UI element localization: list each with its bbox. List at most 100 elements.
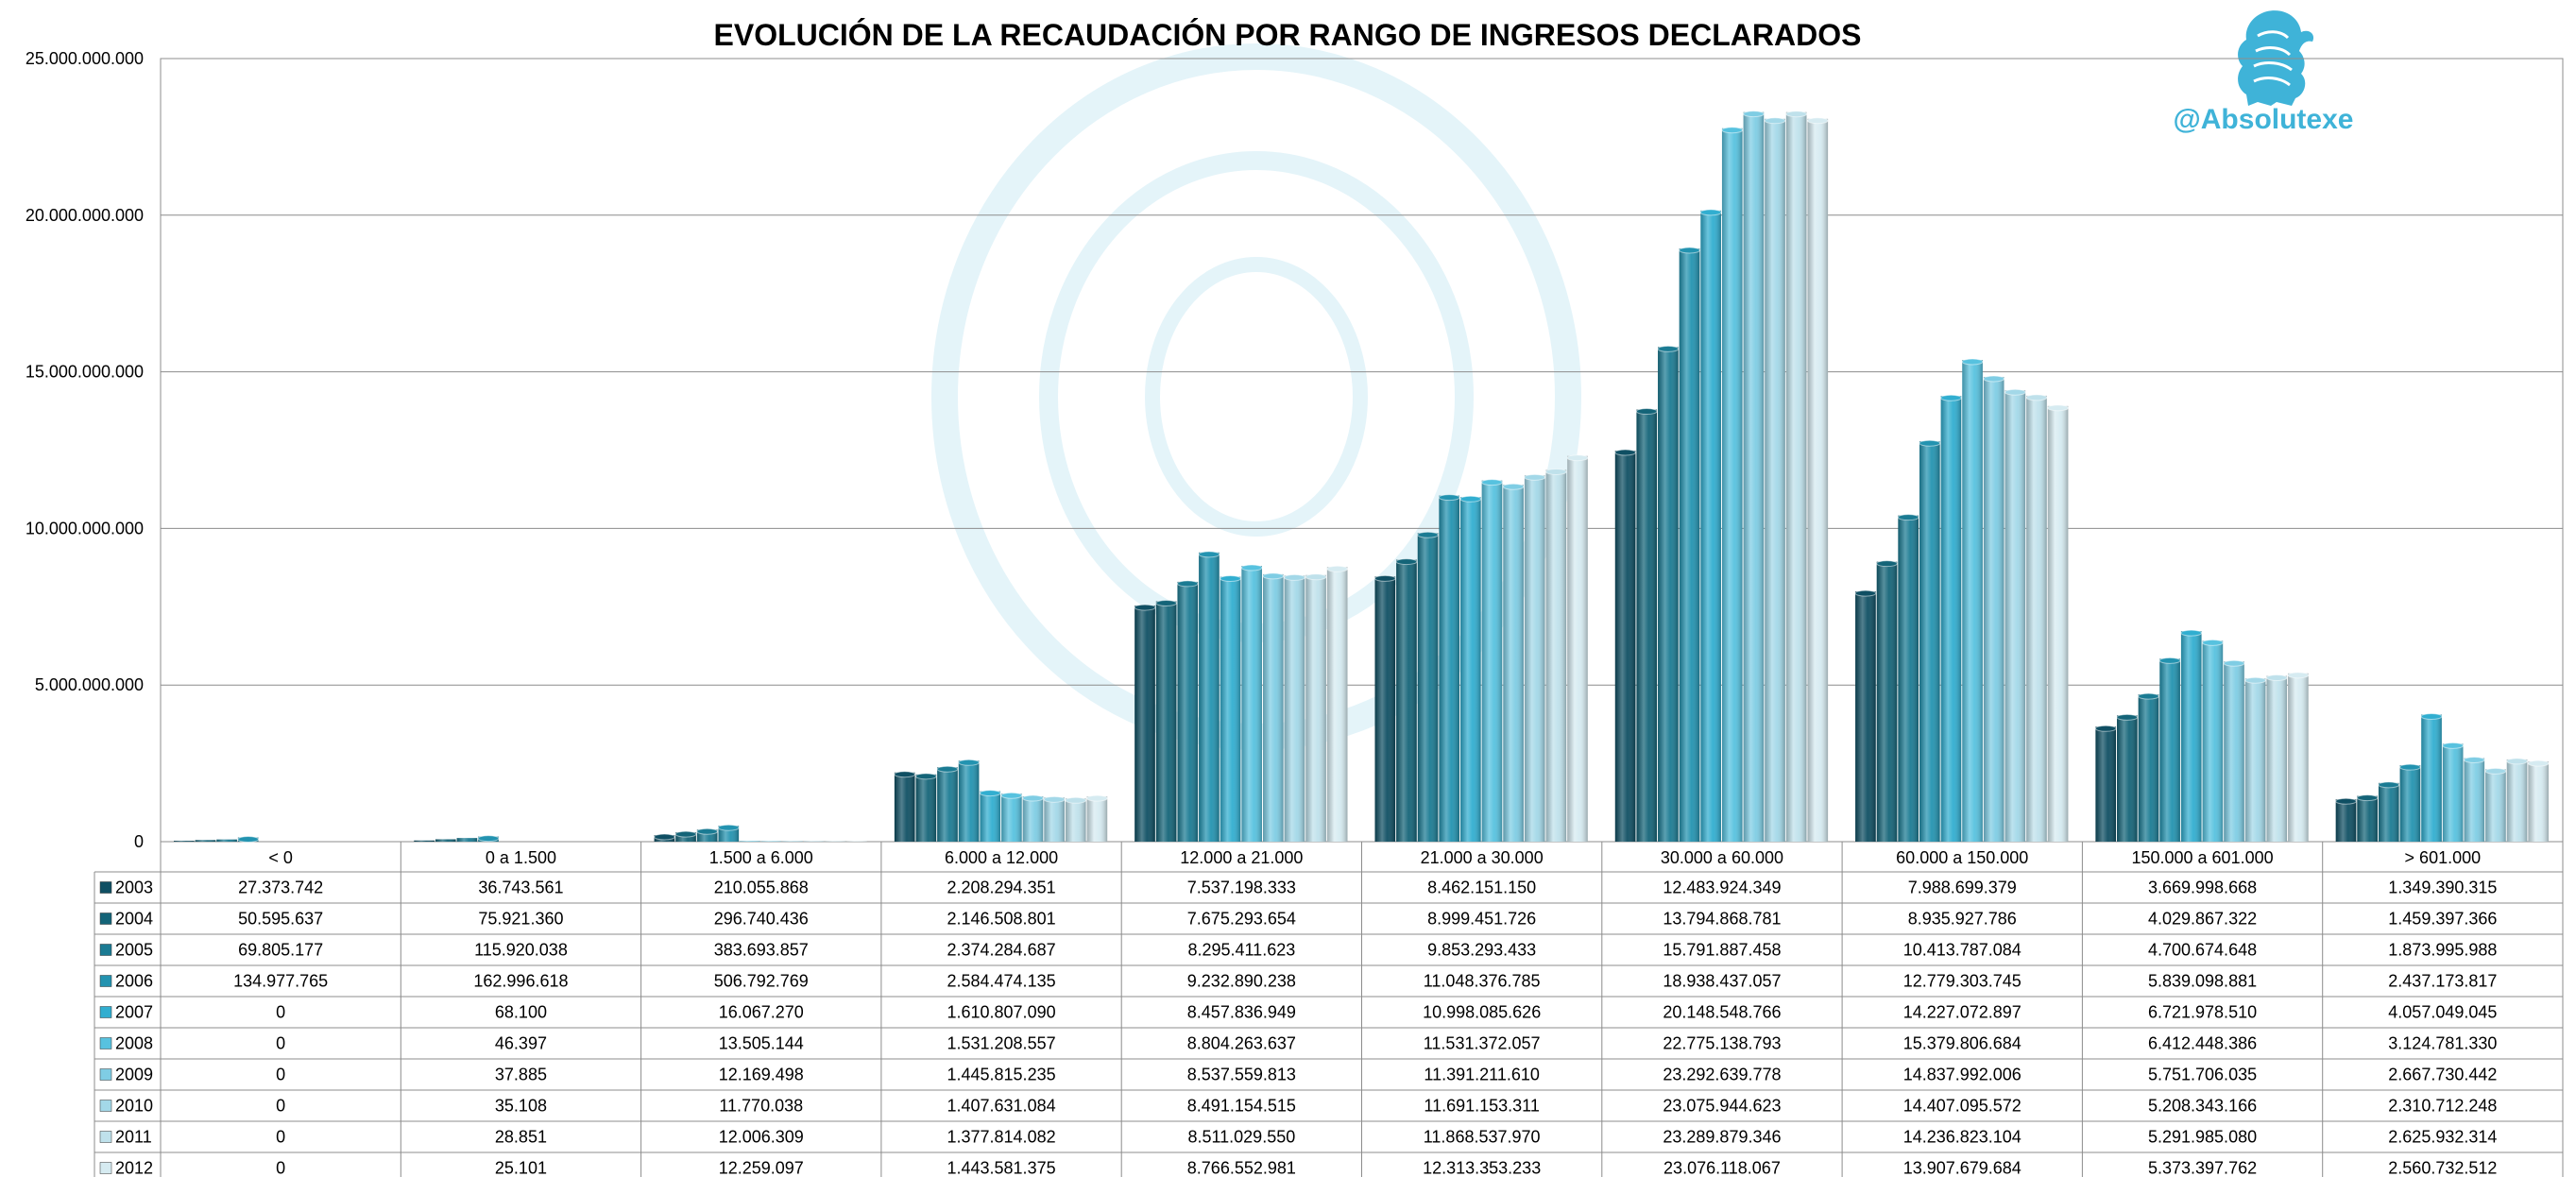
bar-shine	[1721, 128, 1743, 843]
table-cell: 1.459.397.366	[2388, 910, 2497, 929]
table-cell: 18.938.437.057	[1663, 972, 1781, 991]
table-cell: 16.067.270	[719, 1003, 804, 1022]
table-cell: 8.804.263.637	[1187, 1034, 1296, 1053]
table-cell: 14.407.095.572	[1903, 1097, 2022, 1116]
table-cell: 210.055.868	[714, 878, 809, 897]
table-cell: 14.837.992.006	[1903, 1066, 2022, 1084]
table-cell: 0	[276, 1003, 285, 1022]
table-cell: 4.057.049.045	[2388, 1003, 2497, 1022]
bar-top	[237, 836, 260, 844]
table-cell: 0	[276, 1097, 285, 1116]
table-cell: 6.721.978.510	[2148, 1003, 2257, 1022]
bar-shine	[1460, 497, 1481, 842]
bar-top	[2335, 797, 2357, 805]
table-cell: 10.413.787.084	[1903, 941, 2022, 960]
legend-label: 2009	[115, 1066, 153, 1084]
bar-shine	[2005, 390, 2026, 842]
bar-group	[1134, 551, 1349, 842]
legend-label: 2005	[115, 941, 153, 960]
table-cell: 8.537.559.813	[1187, 1066, 1296, 1084]
table-cell: 8.766.552.981	[1187, 1159, 1296, 1177]
bar-top	[2047, 404, 2069, 412]
bar-shine	[1567, 455, 1588, 842]
bar-top	[1000, 792, 1023, 799]
bar-top	[1198, 551, 1220, 558]
table-cell: 9.232.890.238	[1187, 972, 1296, 991]
bar-top	[2180, 629, 2203, 637]
bar-top	[1438, 494, 1460, 502]
table-cell: 12.169.498	[719, 1066, 804, 1084]
table-cell: 0	[276, 1034, 285, 1053]
table-cell: 1.349.390.315	[2388, 878, 2497, 897]
table-cell: 5.839.098.881	[2148, 972, 2257, 991]
bar-shine	[1417, 533, 1439, 842]
bar-group	[654, 824, 867, 842]
table-cell: 68.100	[495, 1003, 547, 1022]
table-cell: 5.373.397.762	[2148, 1159, 2257, 1177]
bar-top	[1176, 580, 1199, 588]
bar-shine	[1001, 793, 1022, 842]
bar-shine	[414, 840, 435, 842]
table-cell: 134.977.765	[233, 972, 328, 991]
bar-top	[1657, 345, 1680, 352]
bar-shine	[2202, 640, 2224, 842]
table-cell: 8.491.154.515	[1187, 1097, 1296, 1116]
table-cell: 12.313.353.233	[1423, 1159, 1541, 1177]
bar-top	[2265, 674, 2288, 682]
bar-top	[936, 765, 959, 773]
bar-shine	[1962, 360, 1983, 842]
table-cell: 7.988.699.379	[1908, 878, 2017, 897]
bar-top	[477, 835, 500, 843]
bar-top	[1459, 495, 1482, 503]
bar-shine	[2528, 761, 2549, 842]
table-cell: 2.208.294.351	[947, 878, 1055, 897]
legend-label: 2010	[115, 1097, 153, 1116]
category-label: 150.000 a 601.000	[2131, 848, 2273, 867]
table-cell: 7.537.198.333	[1187, 878, 1296, 897]
bar-shine	[2506, 759, 2528, 842]
bar-top	[1086, 794, 1108, 802]
bar-shine	[1284, 575, 1305, 842]
bar-top	[915, 773, 937, 780]
bar-shine	[1785, 111, 1807, 843]
bar-shine	[1765, 118, 1785, 842]
bar-shine	[2335, 799, 2357, 842]
table-cell: 1.531.208.557	[947, 1034, 1055, 1053]
bar-shine	[1065, 798, 1086, 842]
bar-top	[958, 759, 980, 766]
legend-swatch	[99, 1037, 112, 1049]
bar-shine	[435, 839, 456, 842]
y-axis: 0 5.000.000.000 10.000.000.000 15.000.000.0…	[26, 49, 144, 851]
bar-shine	[1898, 515, 1919, 842]
bar-top	[1374, 574, 1396, 582]
bar-shine	[2464, 758, 2485, 842]
bar-shine	[958, 760, 980, 842]
bar-shine	[1199, 552, 1220, 842]
bar-top	[1262, 572, 1285, 580]
bar-top	[2158, 657, 2181, 664]
table-cell: 383.693.857	[714, 941, 809, 960]
table-cell: 1.407.631.084	[947, 1097, 1055, 1116]
bar-group	[2094, 629, 2310, 842]
table-cell: 1.377.814.082	[947, 1128, 1055, 1147]
bar-top	[1481, 479, 1503, 486]
bar-shine	[2421, 714, 2442, 842]
table-cell: 0	[276, 1159, 285, 1177]
table-cell: 2.584.474.135	[947, 972, 1055, 991]
table-cell: 23.292.639.778	[1663, 1066, 1781, 1084]
table-cell: 2.146.508.801	[947, 910, 1055, 929]
legend-label: 2004	[115, 910, 153, 929]
bar-shine	[2399, 765, 2421, 842]
bar-shine	[1305, 574, 1326, 842]
table-cell: 28.851	[495, 1128, 547, 1147]
bar-shine	[1919, 441, 1940, 842]
table-cell: 12.006.309	[719, 1128, 804, 1147]
bar-shine	[1220, 576, 1241, 842]
bar-shine	[1524, 475, 1545, 842]
table-cell: 3.124.781.330	[2388, 1034, 2497, 1053]
table-cell: 8.457.836.949	[1187, 1003, 1296, 1022]
category-label: 30.000 a 60.000	[1661, 848, 1783, 867]
bar-shine	[2357, 795, 2378, 842]
bar-top	[2116, 713, 2139, 721]
bar-shine	[1481, 480, 1503, 842]
